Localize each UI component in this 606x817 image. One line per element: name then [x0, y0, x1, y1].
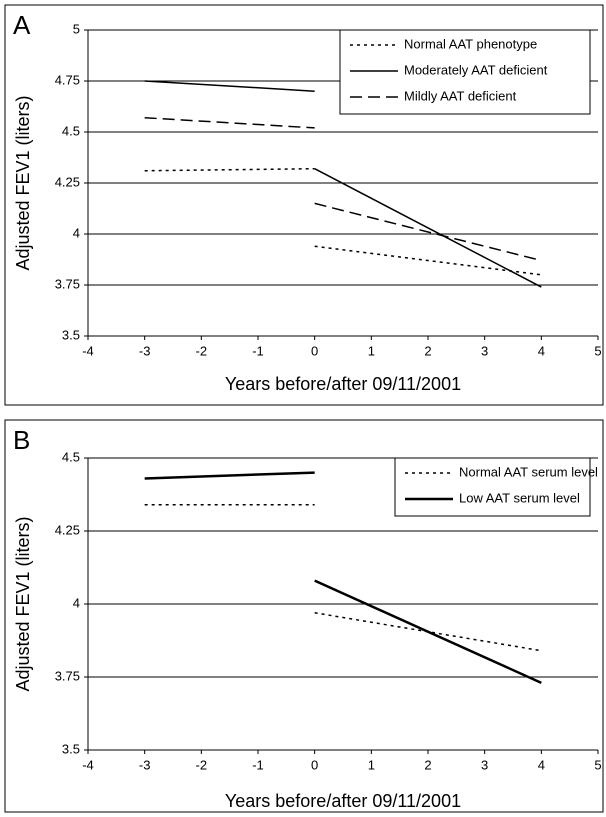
x-tick-label: -1 [252, 343, 264, 358]
x-tick-label: 0 [311, 343, 318, 358]
y-tick-label: 4.5 [62, 449, 80, 464]
x-tick-label: -1 [252, 757, 264, 772]
x-axis-label: Years before/after 09/11/2001 [225, 791, 461, 811]
panel-label: A [13, 10, 31, 40]
legend-label: Normal AAT serum level [459, 464, 598, 479]
panel-frame [4, 419, 604, 813]
line-series [144, 471, 542, 684]
legend-label: Mildly AAT deficient [404, 88, 517, 103]
x-tick-label: -3 [139, 757, 151, 772]
y-tick-label: 4.75 [55, 72, 80, 87]
x-tick-label: 3 [481, 343, 488, 358]
x-tick-label: -2 [196, 757, 208, 772]
y-tick-label: 4.25 [55, 174, 80, 189]
line-series [144, 167, 542, 276]
y-tick-label: 3.5 [62, 327, 80, 342]
legend-label: Normal AAT phenotype [404, 36, 537, 51]
x-tick-label: -2 [196, 343, 208, 358]
x-tick-label: 1 [368, 343, 375, 358]
line-series [144, 503, 542, 652]
x-tick-label: 1 [368, 757, 375, 772]
y-axis-label: Adjusted FEV1 (liters) [13, 516, 33, 691]
legend-box [339, 29, 591, 115]
line-series [144, 80, 542, 288]
x-tick-label: 5 [594, 757, 601, 772]
x-tick-label: 3 [481, 757, 488, 772]
x-tick-label: 4 [538, 343, 545, 358]
x-tick-label: 2 [424, 343, 431, 358]
y-tick-label: 3.75 [55, 276, 80, 291]
y-tick-label: 4.5 [62, 123, 80, 138]
panel-frame [4, 4, 604, 406]
y-axis-label: Adjusted FEV1 (liters) [13, 95, 33, 270]
line-series [144, 116, 542, 262]
x-tick-label: 0 [311, 757, 318, 772]
x-tick-label: -3 [139, 343, 151, 358]
x-tick-label: -4 [82, 343, 94, 358]
y-tick-label: 3.5 [62, 741, 80, 756]
legend-box [394, 457, 591, 517]
y-tick-label: 4.25 [55, 522, 80, 537]
legend-label: Low AAT serum level [459, 490, 580, 505]
legend-label: Moderately AAT deficient [404, 62, 548, 77]
y-tick-label: 3.75 [55, 668, 80, 683]
x-tick-label: 5 [594, 343, 601, 358]
x-axis-label: Years before/after 09/11/2001 [225, 374, 461, 394]
x-tick-label: -4 [82, 757, 94, 772]
y-tick-label: 4 [73, 225, 80, 240]
x-tick-label: 4 [538, 757, 545, 772]
y-tick-label: 4 [73, 595, 80, 610]
panel-label: B [13, 425, 30, 455]
x-tick-label: 2 [424, 757, 431, 772]
y-tick-label: 5 [73, 21, 80, 36]
